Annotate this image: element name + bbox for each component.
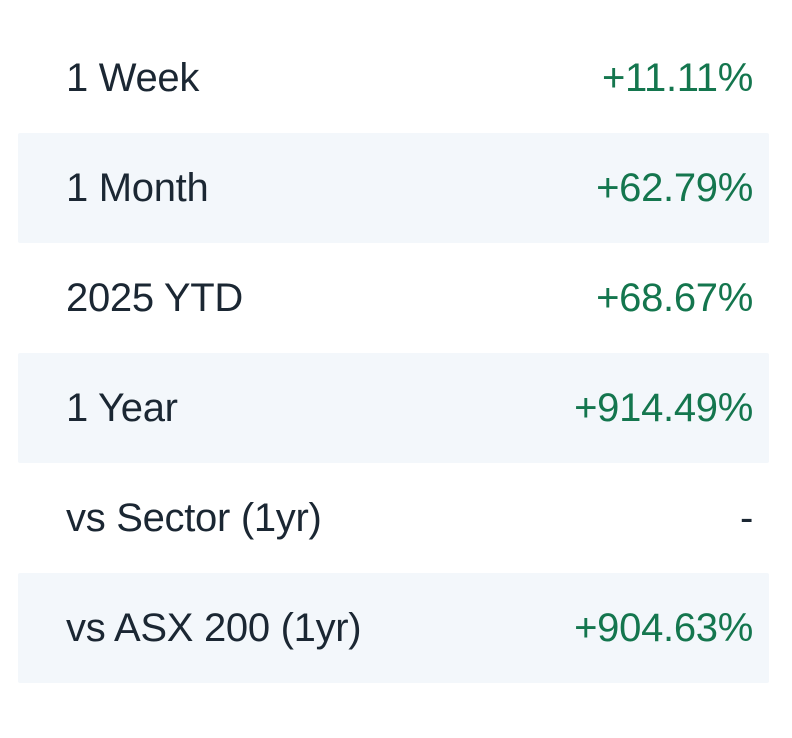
period-value: +904.63% bbox=[574, 605, 753, 650]
period-value: - bbox=[739, 495, 753, 540]
table-row-vs-asx-200: vs ASX 200 (1yr) +904.63% bbox=[18, 573, 769, 683]
period-label: vs Sector (1yr) bbox=[66, 495, 322, 540]
period-label: 1 Year bbox=[66, 385, 178, 430]
period-label: vs ASX 200 (1yr) bbox=[66, 605, 362, 650]
period-value: +11.11% bbox=[602, 55, 753, 100]
table-row-1-year: 1 Year +914.49% bbox=[18, 353, 769, 463]
table-row-2025-ytd: 2025 YTD +68.67% bbox=[18, 243, 769, 353]
period-value: +914.49% bbox=[574, 385, 753, 430]
period-label: 1 Month bbox=[66, 165, 209, 210]
period-label: 1 Week bbox=[66, 55, 200, 100]
period-value: +62.79% bbox=[596, 165, 753, 210]
period-label: 2025 YTD bbox=[66, 275, 243, 320]
period-value: +68.67% bbox=[596, 275, 753, 320]
table-row-1-week: 1 Week +11.11% bbox=[18, 23, 769, 133]
table-row-vs-sector: vs Sector (1yr) - bbox=[18, 463, 769, 573]
table-row-1-month: 1 Month +62.79% bbox=[18, 133, 769, 243]
performance-table: 1 Week +11.11% 1 Month +62.79% 2025 YTD … bbox=[18, 23, 769, 683]
